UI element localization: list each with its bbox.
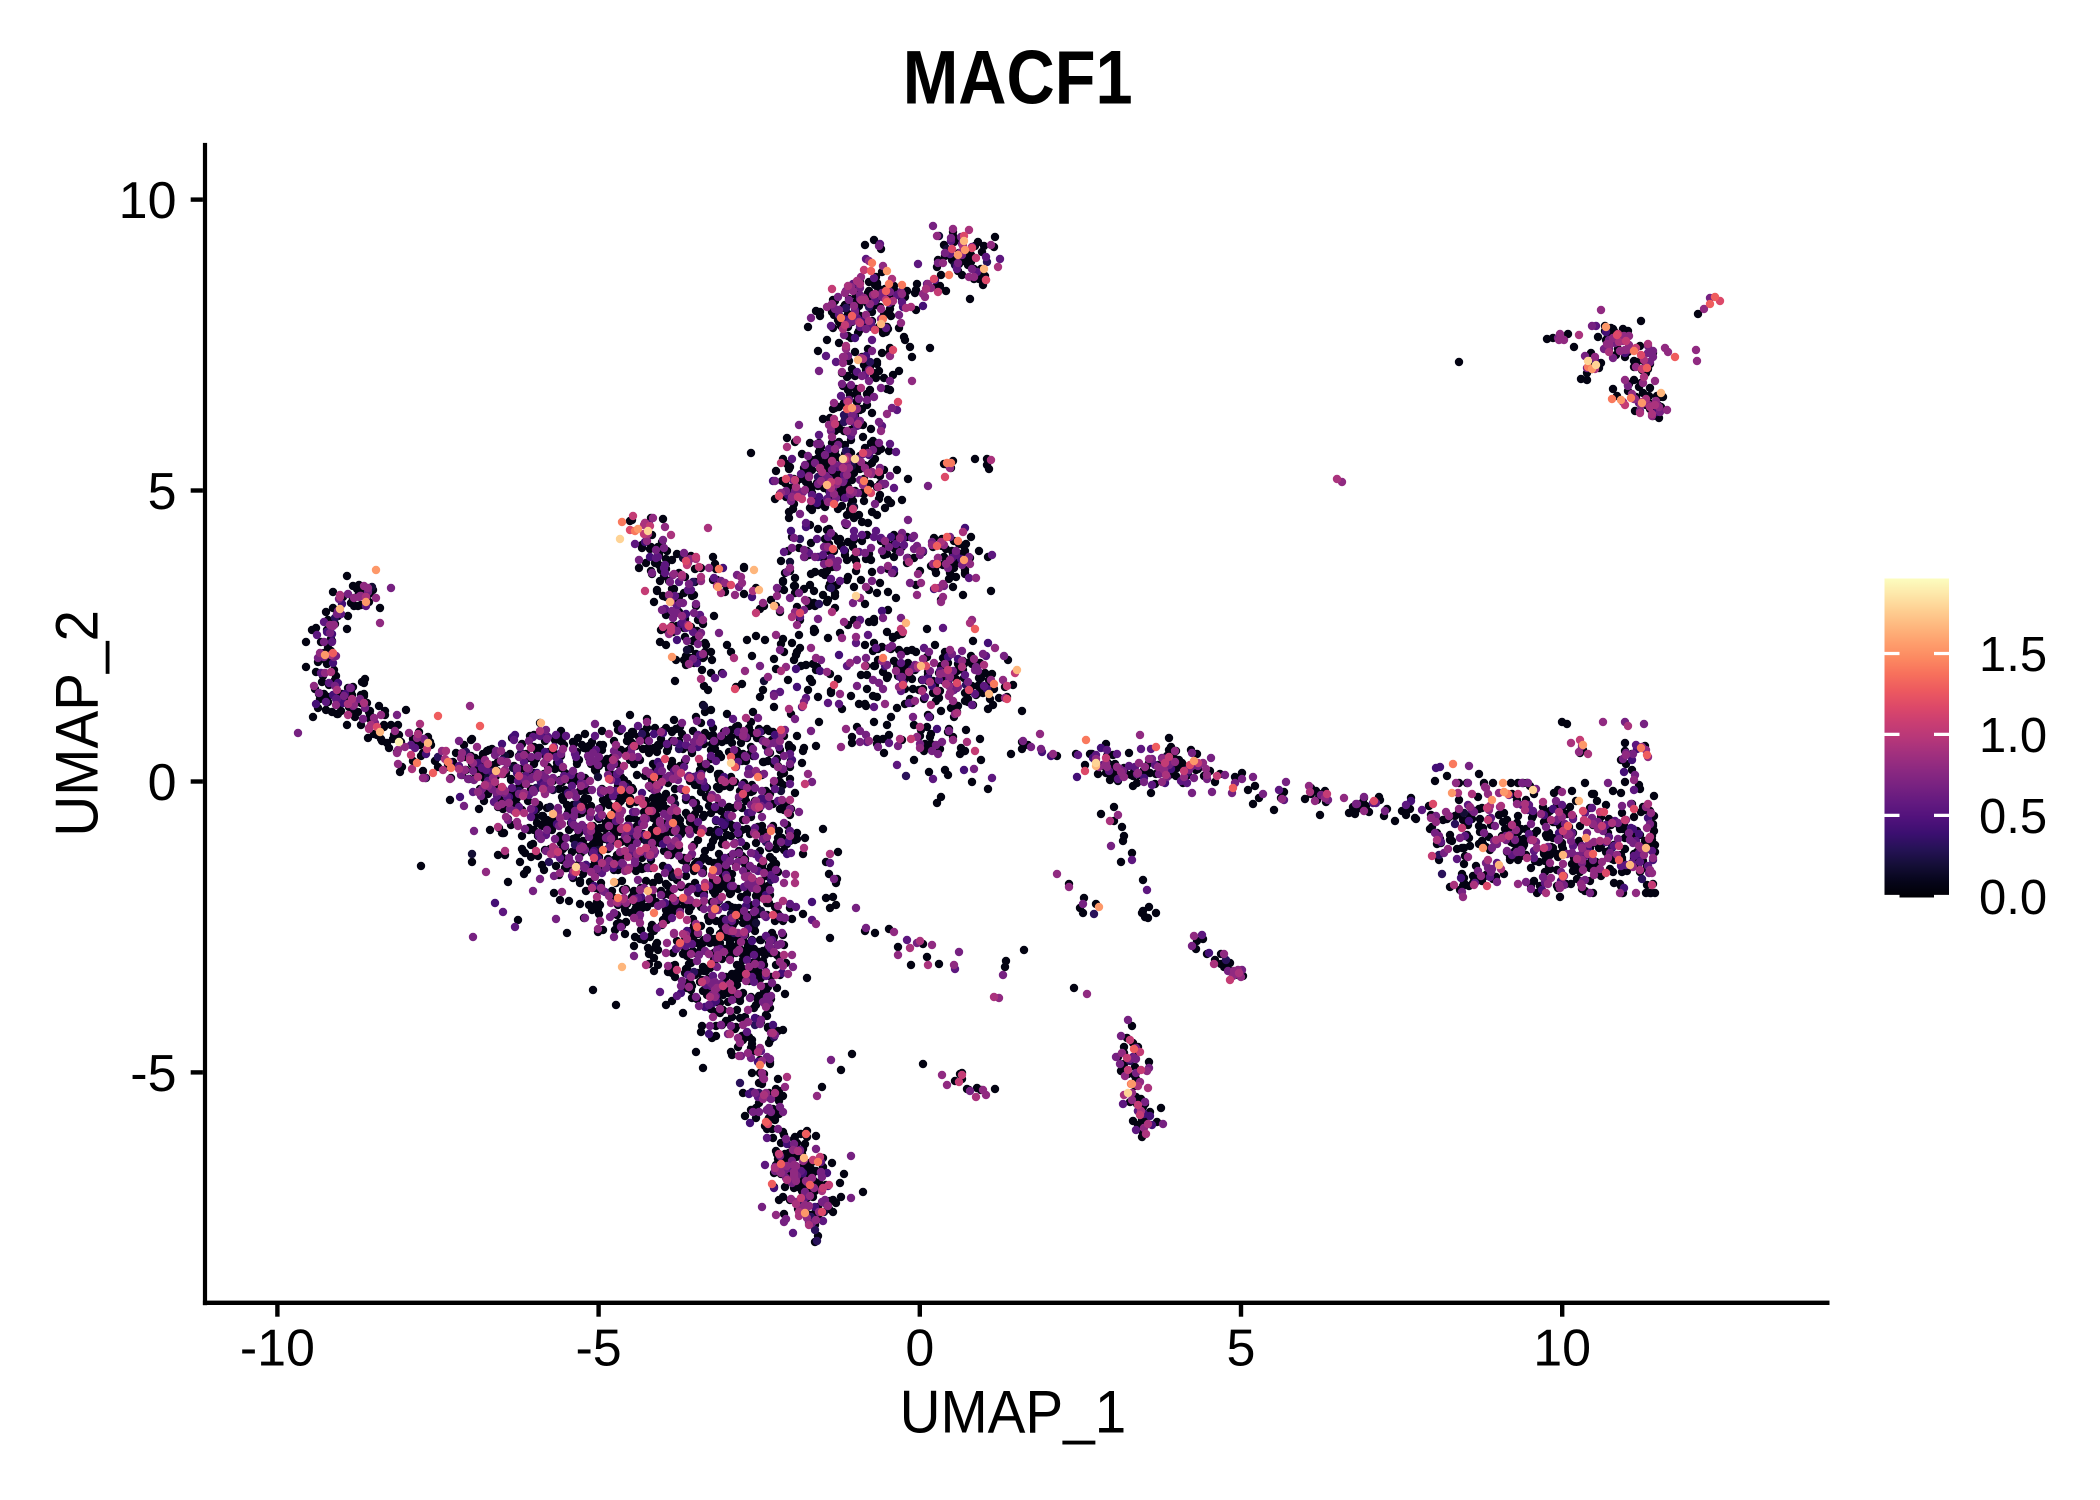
- svg-text:5: 5: [1227, 1320, 1256, 1378]
- svg-text:-5: -5: [575, 1320, 621, 1378]
- svg-text:0: 0: [905, 1320, 934, 1378]
- svg-text:10: 10: [1533, 1320, 1591, 1378]
- svg-text:5: 5: [148, 463, 177, 521]
- svg-text:10: 10: [119, 172, 177, 230]
- svg-text:0: 0: [148, 754, 177, 812]
- svg-text:-5: -5: [130, 1045, 176, 1103]
- svg-text:-10: -10: [240, 1320, 315, 1378]
- svg-text:UMAP_2: UMAP_2: [44, 610, 111, 837]
- svg-text:0.0: 0.0: [1979, 871, 2047, 925]
- svg-text:MACF1: MACF1: [903, 36, 1133, 121]
- svg-text:UMAP_1: UMAP_1: [900, 1379, 1127, 1446]
- svg-text:0.5: 0.5: [1979, 790, 2047, 844]
- svg-text:1.0: 1.0: [1979, 709, 2047, 763]
- svg-text:1.5: 1.5: [1979, 628, 2047, 682]
